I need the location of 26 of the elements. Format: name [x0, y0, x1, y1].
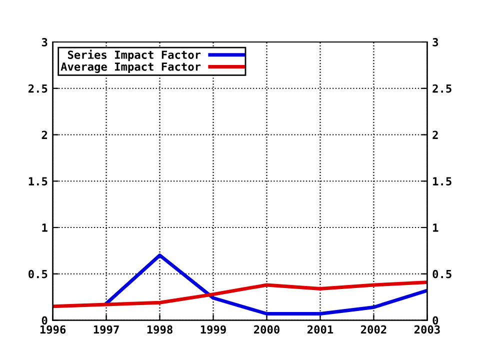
x-tick-label: 2002 [360, 325, 386, 334]
y-tick-label: 1 [42, 224, 48, 232]
y-tick-label: 3 [42, 38, 48, 46]
x-tick-label: 2000 [254, 325, 280, 334]
y2-tick-label: 1.5 [433, 177, 452, 186]
y2-tick-label: 3 [432, 38, 438, 46]
legend-label: Series Impact Factor [68, 50, 201, 62]
y2-tick-label: 1 [433, 224, 438, 232]
y-tick-label: 2 [42, 130, 48, 139]
y-tick-label: 1.5 [28, 177, 48, 186]
x-tick-label: 1999 [200, 325, 226, 334]
x-tick-label: 1997 [94, 325, 119, 334]
y2-tick-label: 2.5 [432, 84, 452, 93]
y2-tick-label: 0 [432, 316, 438, 325]
line-series [104, 254, 428, 316]
x-tick-label: 1996 [40, 325, 66, 334]
y-tick-label: 0 [42, 316, 48, 325]
y-tick-label: 2.5 [28, 84, 48, 93]
x-tick-label: 2003 [414, 325, 440, 334]
x-tick-label: 2001 [307, 325, 334, 334]
y2-tick-label: 0.5 [432, 270, 452, 278]
legend-label: Average Impact Factor [60, 62, 201, 73]
line-series [52, 280, 428, 308]
y-tick-label: 0.5 [28, 270, 48, 278]
x-tick-label: 1998 [147, 325, 172, 334]
y2-tick-label: 2 [432, 130, 438, 139]
